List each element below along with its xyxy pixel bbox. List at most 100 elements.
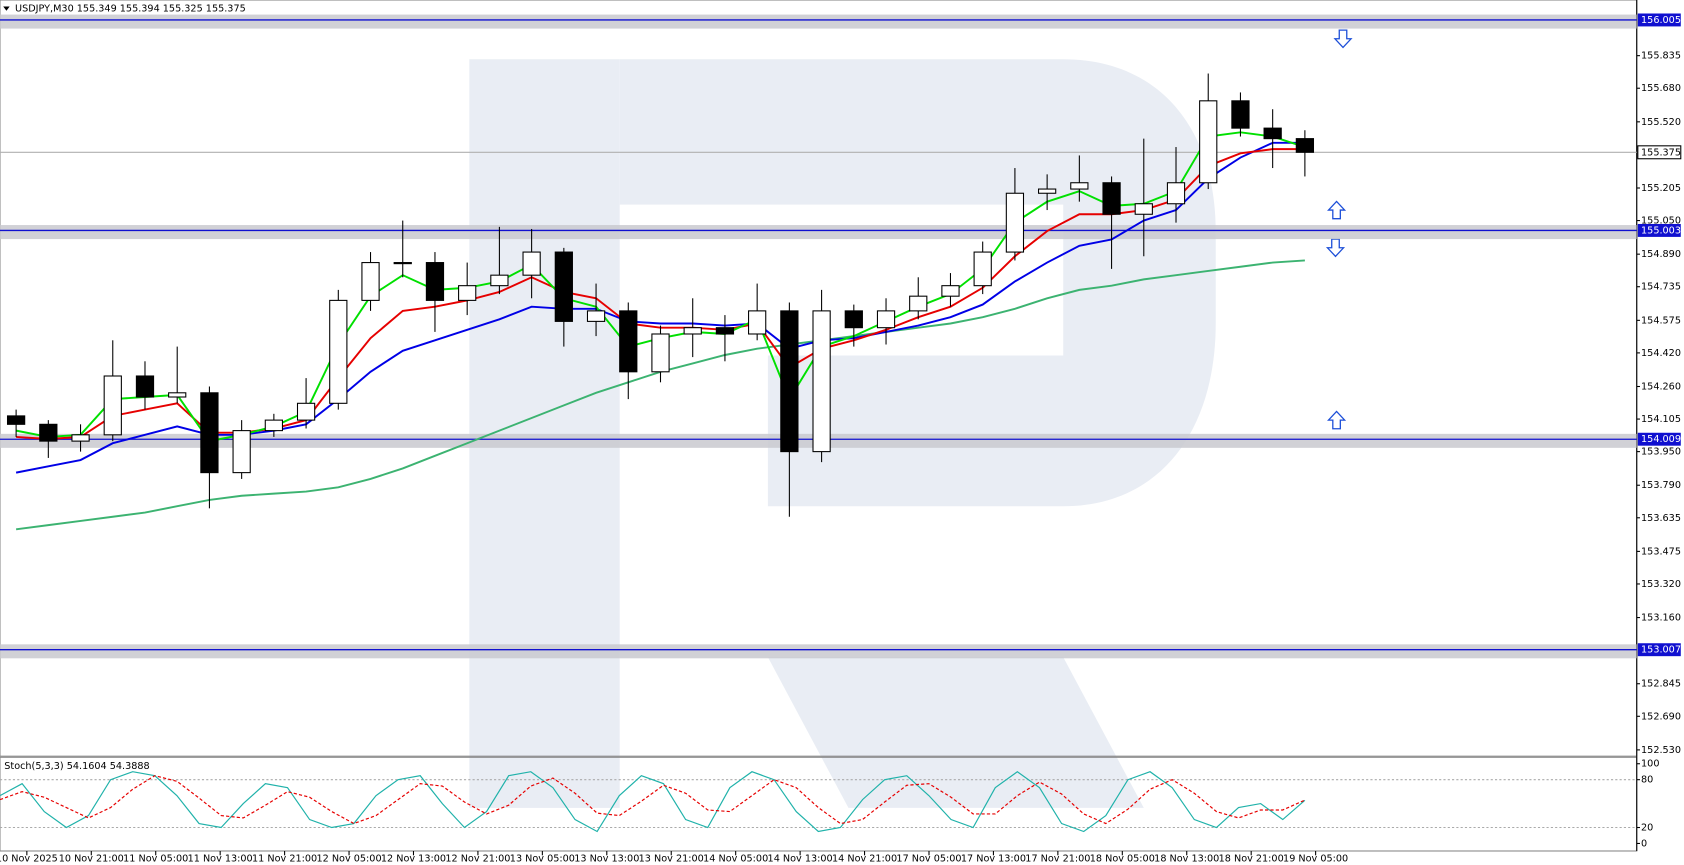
y-tick-label: 154.735 — [1641, 282, 1681, 293]
candle-body — [1263, 127, 1282, 140]
x-tick-label: 13 Nov 21:00 — [639, 854, 704, 865]
y-tick-label: 155.835 — [1641, 51, 1681, 62]
chart-title: USDJPY,M30 155.349 155.394 155.325 155.3… — [15, 4, 246, 15]
candle-body — [264, 419, 283, 432]
last-price-label-bg — [1637, 145, 1682, 160]
candle-body — [844, 310, 863, 329]
candle-body — [586, 310, 606, 322]
y-tick-label: 155.520 — [1641, 117, 1681, 128]
y-tick-label: 153.790 — [1641, 480, 1681, 491]
candle-body — [780, 310, 799, 453]
level-label-bg — [1637, 13, 1681, 27]
x-tick-label: 18 Nov 13:00 — [1154, 854, 1219, 865]
y-tick-label: 152.845 — [1641, 679, 1681, 690]
level-label-bg — [1637, 432, 1681, 446]
level-label-bg — [1637, 643, 1681, 657]
x-tick-label: 12 Nov 05:00 — [316, 854, 381, 865]
candle-body — [812, 310, 831, 453]
level-label: 155.003 — [1641, 225, 1681, 236]
candle-body — [1005, 192, 1025, 253]
y-tick-label: 154.105 — [1641, 414, 1681, 425]
x-tick-label: 11 Nov 05:00 — [123, 854, 188, 865]
candle-body — [748, 310, 767, 335]
candle-body — [522, 251, 541, 276]
level-label: 153.007 — [1641, 645, 1681, 656]
y-tick-label: 154.420 — [1641, 348, 1681, 359]
x-tick-label: 18 Nov 05:00 — [1090, 854, 1155, 865]
y-tick-label: 153.950 — [1641, 447, 1681, 458]
candle-body — [361, 262, 380, 301]
x-tick-label: 10 Nov 21:00 — [59, 854, 124, 865]
x-tick-label: 17 Nov 21:00 — [1025, 854, 1090, 865]
x-tick-label: 14 Nov 21:00 — [832, 854, 897, 865]
y-tick-label: 155.050 — [1641, 216, 1681, 227]
candle-body — [1134, 203, 1153, 215]
y-tick-label: 153.475 — [1641, 546, 1681, 557]
stoch-title: Stoch(5,3,3) 54.1604 54.3888 — [4, 761, 149, 772]
x-tick-label: 18 Nov 21:00 — [1219, 854, 1284, 865]
candle-body — [200, 392, 219, 474]
candle-body — [909, 295, 928, 312]
level-label: 156.005 — [1641, 15, 1681, 26]
y-tick-label: 0 — [1641, 838, 1647, 849]
moving-average — [15, 141, 1305, 474]
candle-body — [103, 375, 122, 436]
level-label-bg — [1637, 223, 1681, 237]
candle-body — [490, 274, 509, 287]
candle-body — [135, 375, 155, 398]
y-tick-label: 100 — [1641, 759, 1659, 770]
level-label: 154.009 — [1641, 434, 1681, 445]
candle-body — [232, 430, 251, 474]
y-tick-label: 155.680 — [1641, 83, 1681, 94]
candle-body — [554, 251, 573, 322]
candle-body — [1199, 100, 1218, 184]
candle-body — [458, 285, 477, 301]
candle-body — [941, 285, 960, 297]
x-tick-label: 10 Nov 2025 — [0, 854, 58, 865]
y-tick-label: 154.575 — [1641, 315, 1681, 326]
candle-body — [1102, 182, 1121, 215]
last-price-label: 155.375 — [1641, 147, 1681, 158]
candle-body — [296, 402, 316, 421]
candle-body — [651, 333, 670, 373]
candle-body — [1166, 182, 1186, 205]
x-tick-label: 13 Nov 05:00 — [510, 854, 575, 865]
candle-body — [6, 415, 26, 425]
x-tick-label: 19 Nov 05:00 — [1283, 854, 1348, 865]
level-band — [0, 225, 1637, 240]
stoch-frame — [0, 756, 1638, 852]
menu-triangle — [3, 6, 10, 11]
y-tick-label: 155.205 — [1641, 183, 1681, 194]
x-tick-label: 12 Nov 21:00 — [445, 854, 510, 865]
candle-body — [1038, 188, 1057, 194]
x-tick-label: 11 Nov 21:00 — [252, 854, 317, 865]
x-tick-label: 14 Nov 13:00 — [768, 854, 833, 865]
x-tick-label: 17 Nov 05:00 — [896, 854, 961, 865]
y-tick-label: 152.690 — [1641, 711, 1681, 722]
candle-body — [619, 310, 638, 373]
x-tick-label: 17 Nov 13:00 — [961, 854, 1026, 865]
y-tick-label: 20 — [1641, 823, 1653, 834]
candle-body — [393, 262, 412, 265]
y-tick-label: 154.260 — [1641, 381, 1681, 392]
level-band — [0, 644, 1637, 659]
x-tick-label: 13 Nov 13:00 — [574, 854, 639, 865]
stoch-line — [0, 770, 1306, 833]
watermark — [469, 59, 1216, 808]
candle-body — [1231, 100, 1250, 129]
candle-body — [683, 327, 702, 335]
signal-arrows — [1325, 29, 1353, 430]
candle-body — [71, 434, 90, 442]
y-tick-label: 153.160 — [1641, 613, 1681, 624]
candle-body — [1070, 182, 1089, 190]
candle-body — [715, 327, 735, 335]
candle-body — [168, 392, 187, 398]
candle-body — [876, 310, 896, 329]
x-tick-label: 11 Nov 13:00 — [188, 854, 253, 865]
level-band — [0, 14, 1637, 29]
y-tick-label: 153.320 — [1641, 579, 1681, 590]
candle-body — [329, 299, 348, 404]
candle-body — [425, 262, 445, 301]
